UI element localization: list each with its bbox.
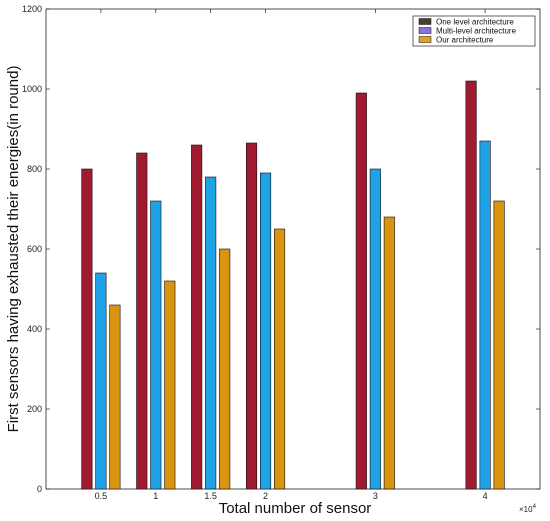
- legend-item: Our architecture: [418, 36, 494, 45]
- bar: [274, 228, 286, 490]
- y-tick-label: 200: [27, 404, 42, 414]
- legend-label: One level architecture: [436, 18, 514, 27]
- y-tick-label: 400: [27, 324, 42, 334]
- series-3: [109, 200, 505, 490]
- x-multiplier-exponent: 4: [533, 504, 537, 510]
- legend-swatch: [418, 36, 432, 43]
- bar: [191, 144, 203, 490]
- bar: [81, 168, 93, 490]
- bar: [150, 200, 162, 490]
- legend-swatch: [418, 18, 432, 25]
- series-2: [95, 140, 491, 490]
- legend-swatch: [418, 27, 432, 34]
- series-1: [81, 80, 477, 490]
- x-tick-label: 1.5: [204, 491, 217, 501]
- bar: [109, 304, 121, 490]
- legend-item: One level architecture: [418, 18, 514, 27]
- y-axis-ticks: 0 200 400 600 800 1000 1200: [22, 4, 540, 494]
- legend-label: Our architecture: [436, 36, 494, 45]
- y-tick-label: 0: [37, 484, 42, 494]
- bar: [355, 92, 367, 490]
- bar: [164, 280, 176, 490]
- bar: [369, 168, 381, 490]
- bar: [465, 80, 477, 490]
- bar: [136, 152, 148, 490]
- x-multiplier: ×104: [519, 504, 537, 514]
- x-tick-label: 4: [483, 491, 488, 501]
- x-tick-label: 1: [153, 491, 158, 501]
- bar: [95, 272, 107, 490]
- y-tick-label: 600: [27, 244, 42, 254]
- bar-series: [81, 80, 505, 490]
- bar: [246, 142, 258, 490]
- bar: [479, 140, 491, 490]
- bar: [205, 176, 217, 490]
- bar: [493, 200, 505, 490]
- x-tick-label: 2: [263, 491, 268, 501]
- legend-label: Multi-level architecture: [436, 27, 517, 36]
- x-multiplier-base: ×10: [519, 505, 533, 514]
- x-tick-label: 3: [373, 491, 378, 501]
- y-tick-label: 1000: [22, 84, 42, 94]
- x-tick-label: 0.5: [95, 491, 108, 501]
- y-axis-title: First sensors having exhausted their ene…: [5, 66, 22, 433]
- bar: [219, 248, 231, 490]
- y-tick-label: 800: [27, 164, 42, 174]
- legend-item: Multi-level architecture: [418, 27, 517, 36]
- bar: [260, 172, 272, 490]
- x-axis-title: Total number of sensor: [219, 500, 372, 517]
- bar: [383, 216, 395, 490]
- plot-area: [45, 8, 541, 490]
- y-tick-label: 1200: [22, 4, 42, 14]
- legend-box: [412, 15, 536, 47]
